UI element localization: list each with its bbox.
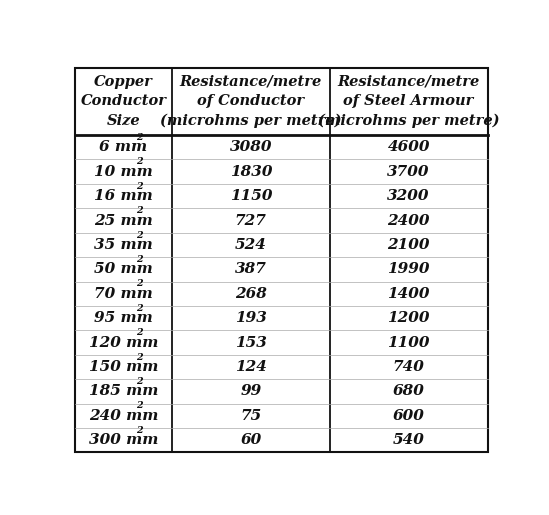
Text: 120 mm: 120 mm <box>89 336 158 350</box>
Text: 524: 524 <box>235 238 267 252</box>
Text: 268: 268 <box>235 287 267 301</box>
Text: 2: 2 <box>137 255 143 264</box>
Text: 50 mm: 50 mm <box>94 262 153 277</box>
Text: 2: 2 <box>137 353 143 362</box>
Text: 727: 727 <box>235 214 267 228</box>
Text: 1400: 1400 <box>388 287 430 301</box>
Text: 6 mm: 6 mm <box>99 140 148 154</box>
Text: 99: 99 <box>240 384 261 399</box>
Text: 2: 2 <box>137 157 143 166</box>
Text: 3080: 3080 <box>229 140 272 154</box>
Text: 300 mm: 300 mm <box>89 433 158 447</box>
Text: 2: 2 <box>137 377 143 386</box>
Text: 35 mm: 35 mm <box>94 238 153 252</box>
Text: 1830: 1830 <box>229 165 272 179</box>
Text: 2: 2 <box>137 206 143 215</box>
Text: 95 mm: 95 mm <box>94 311 153 325</box>
Text: 2: 2 <box>137 182 143 191</box>
Text: 540: 540 <box>393 433 424 447</box>
Text: 2100: 2100 <box>388 238 430 252</box>
Text: 75: 75 <box>240 409 261 423</box>
Text: Resistance/metre
of Conductor
(microhms per metre): Resistance/metre of Conductor (microhms … <box>160 75 341 128</box>
Text: 2: 2 <box>137 328 143 337</box>
Text: 2: 2 <box>137 279 143 288</box>
Text: Resistance/metre
of Steel Armour
(microhms per metre): Resistance/metre of Steel Armour (microh… <box>318 75 500 128</box>
Text: 680: 680 <box>393 384 424 399</box>
Text: 25 mm: 25 mm <box>94 214 153 228</box>
Text: 2: 2 <box>137 426 143 435</box>
Text: 1990: 1990 <box>388 262 430 277</box>
Text: 10 mm: 10 mm <box>94 165 153 179</box>
Text: 1150: 1150 <box>229 189 272 203</box>
Text: 600: 600 <box>393 409 424 423</box>
Text: 150 mm: 150 mm <box>89 360 158 374</box>
Text: 3200: 3200 <box>388 189 430 203</box>
Text: 153: 153 <box>235 336 267 350</box>
Text: 4600: 4600 <box>388 140 430 154</box>
Text: 124: 124 <box>235 360 267 374</box>
Text: 70 mm: 70 mm <box>94 287 153 301</box>
Text: 2: 2 <box>137 231 143 239</box>
Text: 2400: 2400 <box>388 214 430 228</box>
Text: 387: 387 <box>235 262 267 277</box>
Text: 2: 2 <box>137 401 143 410</box>
Text: Copper
Conductor
Size: Copper Conductor Size <box>81 75 166 128</box>
Text: 60: 60 <box>240 433 261 447</box>
Text: 2: 2 <box>137 304 143 313</box>
Text: 2: 2 <box>137 133 143 142</box>
Text: 3700: 3700 <box>388 165 430 179</box>
Text: 1200: 1200 <box>388 311 430 325</box>
Text: 193: 193 <box>235 311 267 325</box>
Text: 240 mm: 240 mm <box>89 409 158 423</box>
Text: 740: 740 <box>393 360 424 374</box>
Text: 16 mm: 16 mm <box>94 189 153 203</box>
Text: 185 mm: 185 mm <box>89 384 158 399</box>
Text: 1100: 1100 <box>388 336 430 350</box>
